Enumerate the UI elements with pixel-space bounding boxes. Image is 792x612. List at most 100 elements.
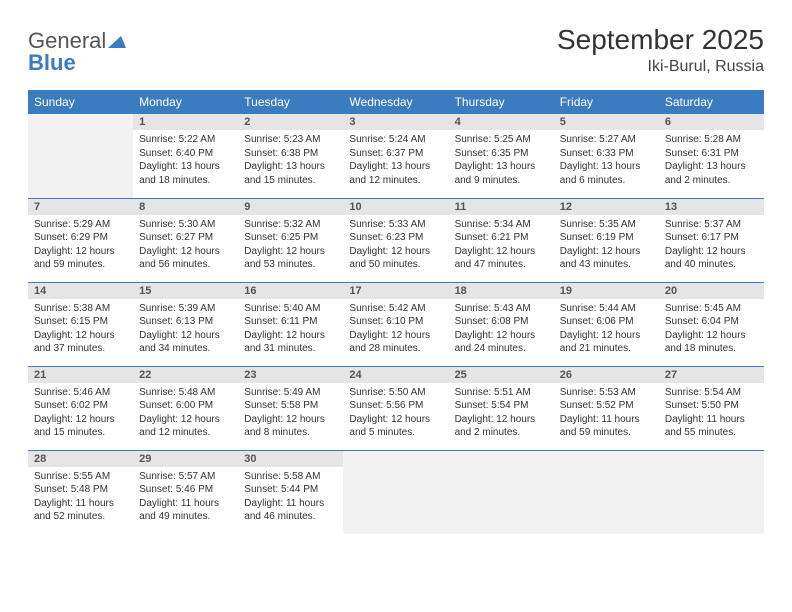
- day-line: Sunrise: 5:49 AM: [244, 386, 337, 400]
- day-line: and 2 minutes.: [455, 426, 548, 440]
- calendar-cell: 15Sunrise: 5:39 AMSunset: 6:13 PMDayligh…: [133, 282, 238, 366]
- day-details: Sunrise: 5:42 AMSunset: 6:10 PMDaylight:…: [343, 299, 448, 360]
- day-details: Sunrise: 5:58 AMSunset: 5:44 PMDaylight:…: [238, 467, 343, 528]
- day-line: Daylight: 12 hours: [455, 329, 548, 343]
- day-line: Sunset: 6:15 PM: [34, 315, 127, 329]
- day-line: Daylight: 12 hours: [560, 245, 653, 259]
- day-line: Sunset: 6:37 PM: [349, 147, 442, 161]
- day-line: and 37 minutes.: [34, 342, 127, 356]
- day-details: Sunrise: 5:38 AMSunset: 6:15 PMDaylight:…: [28, 299, 133, 360]
- day-line: Sunset: 6:17 PM: [665, 231, 758, 245]
- title-block: September 2025 Iki-Burul, Russia: [557, 24, 764, 76]
- day-line: and 6 minutes.: [560, 174, 653, 188]
- page-subtitle: Iki-Burul, Russia: [557, 58, 764, 76]
- day-line: Sunrise: 5:43 AM: [455, 302, 548, 316]
- day-details: Sunrise: 5:50 AMSunset: 5:56 PMDaylight:…: [343, 383, 448, 444]
- calendar-cell: 13Sunrise: 5:37 AMSunset: 6:17 PMDayligh…: [659, 198, 764, 282]
- calendar-cell: 5Sunrise: 5:27 AMSunset: 6:33 PMDaylight…: [554, 114, 659, 198]
- calendar-cell: 8Sunrise: 5:30 AMSunset: 6:27 PMDaylight…: [133, 198, 238, 282]
- calendar-cell: 11Sunrise: 5:34 AMSunset: 6:21 PMDayligh…: [449, 198, 554, 282]
- day-details: Sunrise: 5:29 AMSunset: 6:29 PMDaylight:…: [28, 215, 133, 276]
- day-details: Sunrise: 5:57 AMSunset: 5:46 PMDaylight:…: [133, 467, 238, 528]
- calendar-cell: 16Sunrise: 5:40 AMSunset: 6:11 PMDayligh…: [238, 282, 343, 366]
- day-number: 26: [554, 367, 659, 383]
- day-details: Sunrise: 5:24 AMSunset: 6:37 PMDaylight:…: [343, 130, 448, 191]
- day-number: 11: [449, 199, 554, 215]
- day-line: Sunrise: 5:53 AM: [560, 386, 653, 400]
- day-line: Sunrise: 5:23 AM: [244, 133, 337, 147]
- calendar-cell: 12Sunrise: 5:35 AMSunset: 6:19 PMDayligh…: [554, 198, 659, 282]
- calendar-cell: 7Sunrise: 5:29 AMSunset: 6:29 PMDaylight…: [28, 198, 133, 282]
- calendar-cell: 3Sunrise: 5:24 AMSunset: 6:37 PMDaylight…: [343, 114, 448, 198]
- day-details: Sunrise: 5:55 AMSunset: 5:48 PMDaylight:…: [28, 467, 133, 528]
- day-line: and 28 minutes.: [349, 342, 442, 356]
- calendar-cell: 30Sunrise: 5:58 AMSunset: 5:44 PMDayligh…: [238, 450, 343, 534]
- day-details: Sunrise: 5:43 AMSunset: 6:08 PMDaylight:…: [449, 299, 554, 360]
- calendar-cell: 10Sunrise: 5:33 AMSunset: 6:23 PMDayligh…: [343, 198, 448, 282]
- day-line: and 15 minutes.: [244, 174, 337, 188]
- day-number: 20: [659, 283, 764, 299]
- day-number: 30: [238, 451, 343, 467]
- day-details: Sunrise: 5:32 AMSunset: 6:25 PMDaylight:…: [238, 215, 343, 276]
- day-line: Sunset: 5:44 PM: [244, 483, 337, 497]
- day-line: and 55 minutes.: [665, 426, 758, 440]
- day-details: Sunrise: 5:53 AMSunset: 5:52 PMDaylight:…: [554, 383, 659, 444]
- day-line: Sunrise: 5:22 AM: [139, 133, 232, 147]
- brand-word-2: Blue: [28, 50, 76, 75]
- day-number: 13: [659, 199, 764, 215]
- day-line: and 34 minutes.: [139, 342, 232, 356]
- day-line: Sunset: 5:54 PM: [455, 399, 548, 413]
- calendar-cell: 24Sunrise: 5:50 AMSunset: 5:56 PMDayligh…: [343, 366, 448, 450]
- day-line: and 15 minutes.: [34, 426, 127, 440]
- day-line: Sunset: 6:19 PM: [560, 231, 653, 245]
- day-line: Daylight: 12 hours: [349, 245, 442, 259]
- day-line: Sunrise: 5:46 AM: [34, 386, 127, 400]
- day-number: 5: [554, 114, 659, 130]
- day-line: Daylight: 12 hours: [139, 329, 232, 343]
- day-line: Daylight: 12 hours: [139, 245, 232, 259]
- day-line: Daylight: 12 hours: [244, 245, 337, 259]
- day-line: and 56 minutes.: [139, 258, 232, 272]
- weekday-header: Monday: [133, 90, 238, 114]
- day-number: 1: [133, 114, 238, 130]
- day-line: Sunset: 6:27 PM: [139, 231, 232, 245]
- calendar-row: 14Sunrise: 5:38 AMSunset: 6:15 PMDayligh…: [28, 282, 764, 366]
- day-line: Daylight: 13 hours: [665, 160, 758, 174]
- day-line: Sunrise: 5:57 AM: [139, 470, 232, 484]
- day-line: Sunset: 6:04 PM: [665, 315, 758, 329]
- page-title: September 2025: [557, 24, 764, 56]
- day-details: Sunrise: 5:46 AMSunset: 6:02 PMDaylight:…: [28, 383, 133, 444]
- day-line: Sunset: 5:48 PM: [34, 483, 127, 497]
- day-details: Sunrise: 5:45 AMSunset: 6:04 PMDaylight:…: [659, 299, 764, 360]
- day-number: 7: [28, 199, 133, 215]
- day-details: Sunrise: 5:54 AMSunset: 5:50 PMDaylight:…: [659, 383, 764, 444]
- calendar-body: 1Sunrise: 5:22 AMSunset: 6:40 PMDaylight…: [28, 114, 764, 534]
- day-number: 21: [28, 367, 133, 383]
- weekday-header: Tuesday: [238, 90, 343, 114]
- day-line: Sunset: 6:31 PM: [665, 147, 758, 161]
- day-number: 28: [28, 451, 133, 467]
- day-line: Daylight: 12 hours: [244, 413, 337, 427]
- day-line: Sunrise: 5:45 AM: [665, 302, 758, 316]
- calendar-cell: [449, 450, 554, 534]
- calendar-cell: 1Sunrise: 5:22 AMSunset: 6:40 PMDaylight…: [133, 114, 238, 198]
- weekday-header: Saturday: [659, 90, 764, 114]
- day-number: 19: [554, 283, 659, 299]
- day-details: Sunrise: 5:44 AMSunset: 6:06 PMDaylight:…: [554, 299, 659, 360]
- calendar-cell: 27Sunrise: 5:54 AMSunset: 5:50 PMDayligh…: [659, 366, 764, 450]
- day-number: 16: [238, 283, 343, 299]
- day-details: Sunrise: 5:39 AMSunset: 6:13 PMDaylight:…: [133, 299, 238, 360]
- day-line: Daylight: 12 hours: [139, 413, 232, 427]
- day-line: and 43 minutes.: [560, 258, 653, 272]
- day-line: Daylight: 11 hours: [139, 497, 232, 511]
- header: General Blue September 2025 Iki-Burul, R…: [28, 24, 764, 76]
- day-line: Sunset: 6:08 PM: [455, 315, 548, 329]
- day-details: Sunrise: 5:34 AMSunset: 6:21 PMDaylight:…: [449, 215, 554, 276]
- day-line: Daylight: 11 hours: [665, 413, 758, 427]
- day-line: Sunrise: 5:42 AM: [349, 302, 442, 316]
- day-number: 2: [238, 114, 343, 130]
- day-line: Sunrise: 5:29 AM: [34, 218, 127, 232]
- calendar-cell: 22Sunrise: 5:48 AMSunset: 6:00 PMDayligh…: [133, 366, 238, 450]
- day-line: Daylight: 12 hours: [349, 413, 442, 427]
- day-line: and 59 minutes.: [560, 426, 653, 440]
